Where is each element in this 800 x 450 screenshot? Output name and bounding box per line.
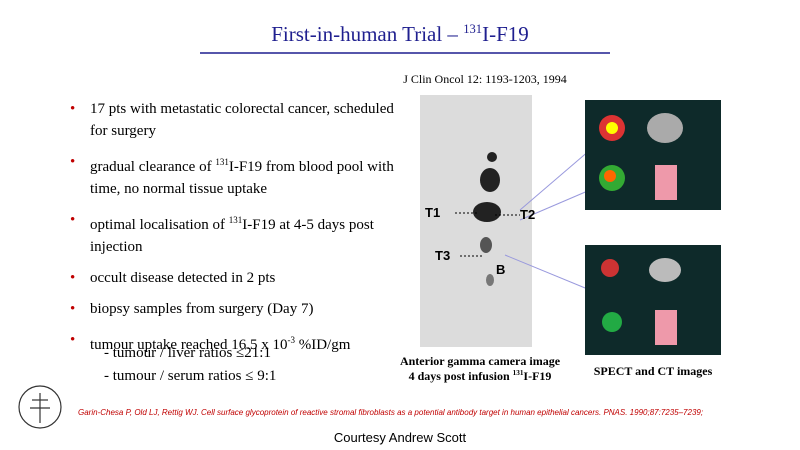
bullet: tumour uptake reached 16.5 x 10-3 %ID/gm [70,329,400,356]
bullet: 17 pts with metastatic colorectal cancer… [70,98,400,142]
bullet: optimal localisation of 131I-F19 at 4-5 … [70,209,400,258]
caption-text: 4 days post infusion [408,369,513,383]
gamma-caption: Anterior gamma camera image 4 days post i… [380,354,580,384]
bullet-text: I-F19 from blood pool with time, no norm… [90,159,394,197]
bullet-text: 17 pts with metastatic colorectal cancer… [90,101,394,139]
bullet-sup: 131 [228,215,243,225]
footer: Courtesy Andrew Scott [333,430,467,445]
bullet-text: I-F19 at 4-5 days post injection [90,217,374,255]
bullet-text: tumour uptake reached 16.5 x 10 [90,337,288,353]
bullet: biopsy samples from surgery (Day 7) [70,298,400,320]
title-text: First-in-human Trial – [271,22,464,46]
bullet-list: 17 pts with metastatic colorectal cancer… [70,98,400,365]
bullet-text: biopsy samples from surgery (Day 7) [90,301,314,317]
image-label: T2 [520,207,536,222]
image-label: B [496,262,506,277]
title-sup: 131 [463,22,483,36]
bullet: gradual clearance of 131I-F19 from blood… [70,151,400,200]
bullet-text: optimal localisation of [90,217,229,233]
image-label: T1 [425,205,441,220]
bullet-text: occult disease detected in 2 pts [90,270,276,286]
citation: J Clin Oncol 12: 1193-1203, 1994 [403,72,567,86]
sub-bullet: - tumour / liver ratios ≤21:1 [104,345,271,361]
title: First-in-human Trial – 131I-F19 [0,22,800,47]
caption-sup: 131 [512,369,524,377]
reference: Garin-Chesa P, Old LJ, Rettig WJ. Cell s… [78,408,704,417]
bullet-sup: 131 [215,157,229,167]
title-text: I-F19 [482,22,529,46]
spect-caption: SPECT and CT images [593,364,713,378]
bullet-text: gradual clearance of [90,159,216,175]
bullet-text: %ID/gm [294,337,351,353]
caption-text: I-F19 [523,369,552,383]
bullet: occult disease detected in 2 pts [70,267,400,289]
image-label: T3 [435,248,451,263]
sub-bullet: - tumour / serum ratios ≤ 9:1 [104,368,277,384]
bullet-sup: -3 [287,335,295,345]
caption-text: Anterior gamma camera image [399,354,561,368]
